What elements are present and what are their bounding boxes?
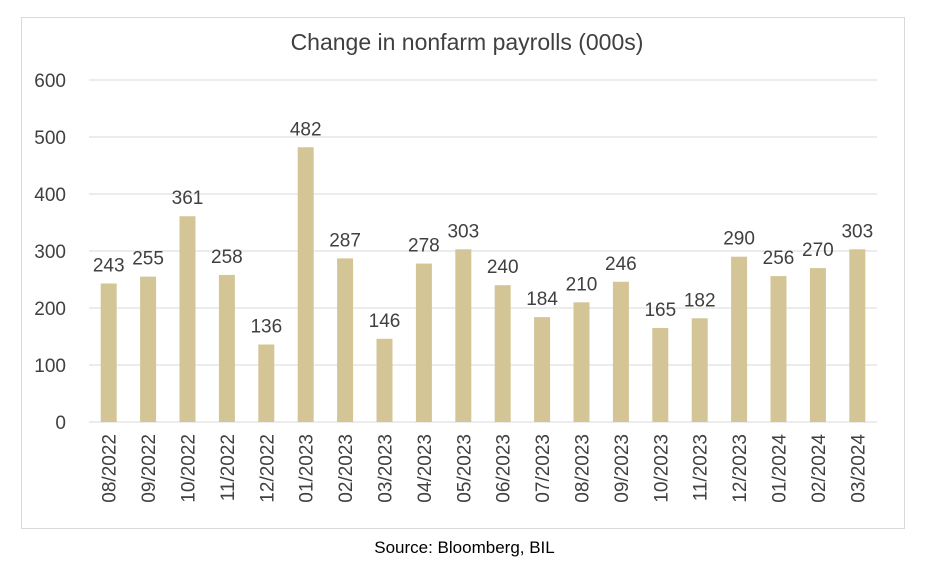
data-label: 290 <box>723 229 755 250</box>
x-tick-label: 06/2023 <box>494 434 515 503</box>
x-tick-label: 09/2022 <box>139 434 160 503</box>
bar-01-2023 <box>297 147 314 422</box>
data-label: 136 <box>250 316 282 337</box>
data-label: 146 <box>369 311 401 332</box>
bar-04-2023 <box>415 263 432 422</box>
data-label: 255 <box>132 249 164 270</box>
bar-08-2023 <box>573 302 590 422</box>
bar-07-2023 <box>534 317 551 422</box>
bar-05-2023 <box>455 249 472 422</box>
x-tick-label: 11/2022 <box>218 434 239 501</box>
y-tick-label: 0 <box>55 413 66 434</box>
x-tick-label: 08/2022 <box>100 434 121 503</box>
bar-12-2023 <box>731 256 748 422</box>
data-label: 482 <box>290 119 322 140</box>
data-label: 256 <box>763 248 795 269</box>
chart-title: Change in nonfarm payrolls (000s) <box>291 29 644 55</box>
y-tick-label: 500 <box>34 128 66 149</box>
bar-01-2024 <box>770 276 787 422</box>
bar-03-2023 <box>376 338 393 422</box>
data-label: 278 <box>408 236 440 257</box>
data-label: 361 <box>172 188 204 209</box>
x-tick-label: 12/2022 <box>257 434 278 503</box>
y-tick-label: 600 <box>34 71 66 92</box>
data-label: 240 <box>487 257 519 278</box>
x-tick-label: 02/2024 <box>809 434 830 503</box>
data-label: 258 <box>211 247 243 268</box>
x-tick-label: 12/2023 <box>730 434 751 503</box>
bar-10-2023 <box>652 327 669 422</box>
data-labels: 243 255 361 258 136 482 287 146 278 303 240 184 210 2… <box>93 119 873 337</box>
bar-08-2022 <box>100 283 117 422</box>
source-note: Source: Bloomberg, BIL <box>374 538 555 557</box>
bars <box>100 147 866 422</box>
x-tick-label: 04/2023 <box>415 434 436 503</box>
y-axis-tick-labels: 0 100 200 300 400 500 600 <box>34 71 66 434</box>
x-tick-label: 10/2022 <box>179 434 200 503</box>
data-label: 243 <box>93 255 125 276</box>
bar-09-2023 <box>612 281 629 422</box>
data-label: 182 <box>684 290 716 311</box>
data-label: 165 <box>644 300 676 321</box>
x-tick-label: 01/2023 <box>297 434 318 503</box>
bar-06-2023 <box>494 285 511 422</box>
x-tick-label: 11/2023 <box>691 434 712 501</box>
bar-09-2022 <box>140 276 157 422</box>
data-label: 303 <box>447 221 479 242</box>
data-label: 303 <box>841 221 873 242</box>
data-label: 210 <box>566 274 598 295</box>
x-tick-label: 05/2023 <box>454 434 475 503</box>
x-tick-label: 01/2024 <box>770 434 791 503</box>
bar-02-2024 <box>809 268 826 422</box>
x-tick-label: 07/2023 <box>533 434 554 503</box>
x-tick-label: 10/2023 <box>651 434 672 503</box>
data-label: 287 <box>329 230 361 251</box>
bar-03-2024 <box>849 249 866 422</box>
y-tick-label: 200 <box>34 299 66 320</box>
x-tick-label: 08/2023 <box>573 434 594 503</box>
data-label: 184 <box>526 289 558 310</box>
y-tick-label: 300 <box>34 242 66 263</box>
y-tick-label: 400 <box>34 185 66 206</box>
x-tick-label: 03/2023 <box>376 434 397 503</box>
x-tick-label: 03/2024 <box>848 434 869 503</box>
data-label: 246 <box>605 254 637 275</box>
bar-11-2023 <box>691 318 708 422</box>
bar-12-2022 <box>258 344 275 422</box>
data-label: 270 <box>802 240 834 261</box>
x-tick-label: 09/2023 <box>612 434 633 503</box>
bar-02-2023 <box>337 258 354 422</box>
y-tick-label: 100 <box>34 356 66 377</box>
gridlines <box>89 79 877 423</box>
x-axis-tick-labels: 08/2022 09/2022 10/2022 11/2022 12/2022 01/20… <box>100 434 870 503</box>
x-tick-label: 02/2023 <box>336 434 357 503</box>
bar-10-2022 <box>179 216 196 422</box>
bar-11-2022 <box>218 274 235 422</box>
